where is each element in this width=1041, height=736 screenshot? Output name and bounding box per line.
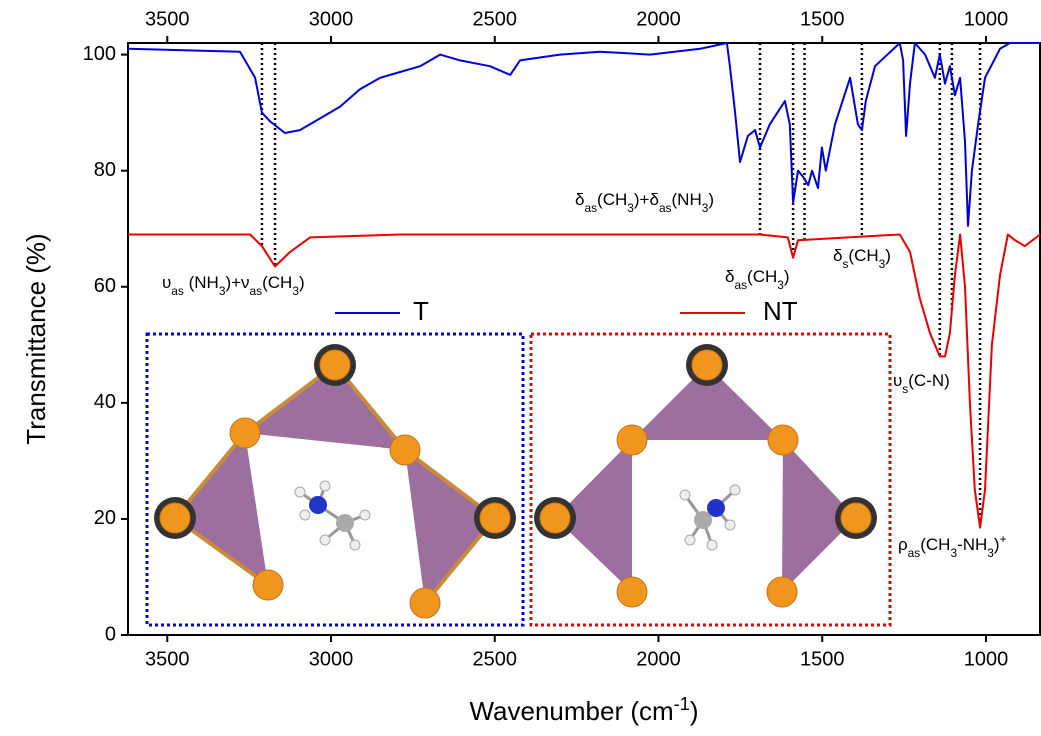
- text-part: Wavenumber (cm: [469, 696, 673, 726]
- inset-nt: [531, 334, 890, 625]
- y-tick-label: 40: [94, 391, 116, 413]
- text-part: (CH: [747, 267, 777, 286]
- x-axis-label: Wavenumber (cm-1): [469, 694, 698, 726]
- chart: Transmittance (%) 0 20 40 60 80 100 3500 3500 30…: [0, 0, 1041, 736]
- text-part: )+δ: [634, 190, 659, 209]
- text-part: (CH: [920, 535, 950, 554]
- text-part: ): [690, 696, 699, 726]
- y-tick-label: 0: [105, 623, 116, 645]
- x-tick-label: 1000: [964, 648, 1009, 670]
- x-tick-label-top: 1500: [800, 8, 845, 30]
- text-part: as: [250, 284, 263, 298]
- text-part: (C-N): [908, 371, 950, 390]
- y-tick-label: 80: [94, 159, 116, 181]
- text-part: as: [908, 546, 921, 560]
- annotation: δs(CH3): [833, 246, 891, 271]
- text-part: δ: [575, 190, 584, 209]
- text-part: υ: [893, 371, 902, 390]
- y-tick-label: 20: [94, 507, 116, 529]
- text-part: )+ν: [225, 273, 249, 292]
- text-part: ): [708, 190, 714, 209]
- y-axis-label: Transmittance (%): [21, 233, 51, 444]
- legend-label: T: [413, 296, 429, 326]
- text-part: (CH: [262, 273, 292, 292]
- y-tick-label: 100: [83, 43, 116, 65]
- inset-t: [147, 334, 523, 625]
- x-tick-label-top: 3000: [309, 8, 354, 30]
- x-tick-label: 2000: [636, 648, 681, 670]
- x-tick-label: 1500: [800, 648, 845, 670]
- annotation: ρas(CH3-NH3)+: [898, 532, 1007, 560]
- text-part: (CH: [597, 190, 627, 209]
- text-part: as: [734, 278, 747, 292]
- x-tick-label-top: 3500: [145, 8, 190, 30]
- text-part: ): [299, 273, 305, 292]
- text-part: (NH: [184, 273, 219, 292]
- legend-label: NT: [763, 296, 798, 326]
- text-part: as: [584, 201, 597, 215]
- text-part: -1: [674, 694, 690, 714]
- text-part: (NH: [672, 190, 702, 209]
- y-tick-label: 60: [94, 275, 116, 297]
- text-part: ): [784, 267, 790, 286]
- x-tick-label-top: 2000: [636, 8, 681, 30]
- text-part: (CH: [848, 246, 878, 265]
- text-part: ρ: [898, 535, 908, 554]
- x-tick-label: 2500: [473, 648, 518, 670]
- text-part: δ: [725, 267, 734, 286]
- text-part: +: [1000, 532, 1007, 546]
- annotation: υas (NH3)+νas(CH3): [162, 273, 305, 298]
- text-part: as: [659, 201, 672, 215]
- text-part: υ: [162, 273, 171, 292]
- text-part: as: [171, 284, 184, 298]
- x-tick-label: 3500: [145, 648, 190, 670]
- text-part: ): [885, 246, 891, 265]
- annotation: δas(CH3)+δas(NH3): [575, 190, 714, 215]
- annotation: υs(C-N): [893, 371, 950, 396]
- x-tick-label-top: 1000: [964, 8, 1009, 30]
- x-tick-label: 3000: [309, 648, 354, 670]
- x-tick-label-top: 2500: [473, 8, 518, 30]
- text-part: -NH: [957, 535, 987, 554]
- text-part: δ: [833, 246, 842, 265]
- annotation: δas(CH3): [725, 267, 790, 292]
